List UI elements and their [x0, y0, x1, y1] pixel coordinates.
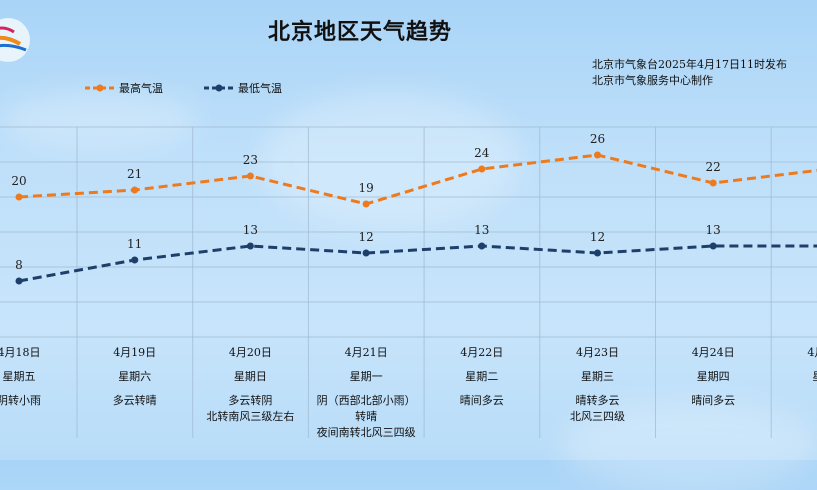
day-column: 4月19日星期六多云转晴	[77, 345, 193, 409]
legend-high-label: 最高气温	[119, 82, 163, 95]
day-column: 4月23日星期三晴转多云北风三四级	[540, 345, 656, 425]
cloud-bg	[0, 90, 200, 150]
data-point	[478, 242, 486, 250]
day-column: 4月21日星期一阴（西部北部小雨） 转晴夜间南转北风三四级	[308, 345, 424, 441]
weather-service-logo-icon	[0, 18, 30, 62]
series-line-low	[18, 244, 817, 283]
data-point	[131, 186, 139, 194]
day-column: 4月25日星期五晴	[771, 345, 817, 409]
data-label: 8	[15, 258, 23, 272]
day-column: 4月20日星期日多云转阴北转南风三级左右	[192, 345, 308, 425]
legend-high-marker-icon	[85, 84, 115, 92]
producer-text: 北京市气象服务中心制作	[592, 74, 713, 87]
day-weather: 北风三四级	[570, 410, 625, 423]
day-weather: 晴间多云	[691, 394, 736, 407]
day-weather: 阴转小雨	[0, 394, 41, 407]
day-weekday: 星期三	[581, 370, 614, 383]
day-weather: 晴间多云	[459, 394, 504, 407]
data-point	[594, 151, 601, 159]
data-point	[15, 193, 23, 201]
day-date: 4月18日	[0, 346, 41, 359]
data-label: 13	[706, 223, 721, 237]
day-date: 4月19日	[113, 346, 157, 359]
data-label: 12	[590, 230, 605, 244]
day-weekday: 星期二	[465, 370, 499, 383]
data-label: 20	[11, 174, 26, 188]
legend-low: 最低气温	[204, 80, 282, 96]
data-label: 21	[127, 167, 142, 181]
day-date: 4月22日	[460, 346, 504, 359]
day-date: 4月23日	[576, 346, 619, 359]
day-weekday: 星期日	[233, 370, 267, 383]
series-line-high	[18, 153, 817, 206]
day-weekday: 星期六	[118, 370, 152, 383]
day-weather: 北转南风三级左右	[206, 410, 295, 423]
data-point	[15, 277, 23, 285]
data-label: 12	[358, 230, 373, 244]
day-weather: 多云转晴	[112, 394, 157, 407]
legend-low-marker-icon	[204, 84, 234, 92]
day-weather: 晴	[771, 393, 817, 409]
day-weekday: 星期五	[771, 369, 817, 385]
day-date: 4月20日	[228, 346, 272, 359]
day-weather: 多云转阴	[228, 394, 273, 407]
data-point	[709, 179, 717, 187]
data-label: 23	[243, 153, 258, 167]
data-label: 13	[474, 223, 489, 237]
data-point	[131, 256, 139, 264]
day-weekday: 星期一	[349, 370, 383, 383]
data-label: 26	[590, 132, 605, 146]
day-weather: 夜间南转北风三四级	[316, 426, 416, 439]
day-column: 4月24日星期四晴间多云	[655, 345, 771, 409]
day-date: 4月21日	[344, 346, 388, 359]
data-point	[362, 249, 370, 257]
data-point	[594, 249, 601, 257]
page-title: 北京地区天气趋势	[267, 19, 452, 45]
data-label: 19	[358, 181, 373, 195]
cloud-bg	[260, 90, 520, 230]
day-date: 4月24日	[691, 346, 735, 359]
day-weekday: 星期四	[696, 370, 730, 383]
day-date: 4月25日	[807, 346, 817, 359]
day-weekday: 星期五	[2, 370, 36, 383]
data-label: 24	[474, 146, 490, 160]
data-point	[478, 165, 486, 173]
data-label: 11	[127, 237, 142, 251]
data-label: 22	[706, 160, 721, 174]
day-weather: 转晴	[355, 410, 378, 423]
day-column: 4月22日星期二晴间多云	[424, 345, 540, 409]
data-label: 13	[243, 223, 258, 237]
temperature-chart: 20 21 23 19 24 26 22 8 11 13 12 13 12 13	[0, 126, 817, 438]
legend-low-label: 最低气温	[238, 82, 282, 95]
data-point	[246, 172, 254, 180]
day-weather: 阴（西部北部小雨）	[316, 394, 416, 407]
day-weather: 晴转多云	[575, 394, 620, 407]
data-point	[362, 200, 370, 208]
publisher-text: 北京市气象台2025年4月17日11时发布	[592, 58, 787, 71]
legend-high: 最高气温	[85, 80, 163, 96]
day-column: 4月18日星期五阴转小雨	[0, 345, 77, 409]
data-point	[246, 242, 254, 250]
data-point	[709, 242, 717, 250]
